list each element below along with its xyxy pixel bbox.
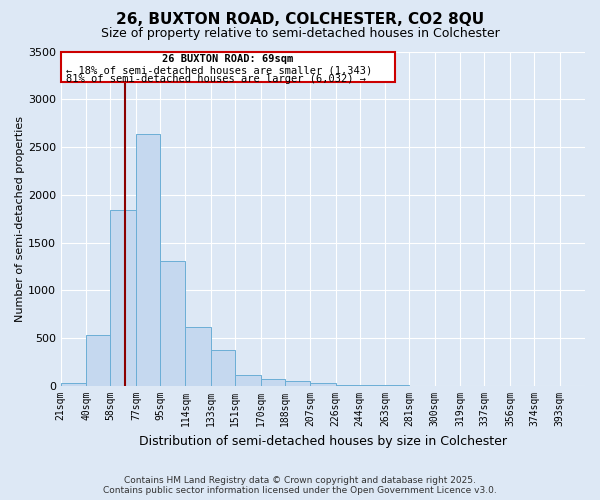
X-axis label: Distribution of semi-detached houses by size in Colchester: Distribution of semi-detached houses by … — [139, 434, 507, 448]
Bar — [360, 385, 385, 386]
Bar — [185, 327, 211, 386]
Bar — [211, 350, 235, 386]
Text: Contains HM Land Registry data © Crown copyright and database right 2025.
Contai: Contains HM Land Registry data © Crown c… — [103, 476, 497, 495]
Bar — [86, 336, 110, 386]
Bar — [235, 374, 260, 386]
FancyBboxPatch shape — [61, 52, 395, 82]
Bar — [160, 261, 185, 386]
Bar — [310, 383, 335, 386]
Bar — [335, 384, 360, 386]
Text: ← 18% of semi-detached houses are smaller (1,343): ← 18% of semi-detached houses are smalle… — [66, 66, 373, 76]
Bar — [136, 134, 160, 386]
Text: 81% of semi-detached houses are larger (6,032) →: 81% of semi-detached houses are larger (… — [66, 74, 366, 84]
Bar — [284, 382, 310, 386]
Text: Size of property relative to semi-detached houses in Colchester: Size of property relative to semi-detach… — [101, 28, 499, 40]
Text: 26, BUXTON ROAD, COLCHESTER, CO2 8QU: 26, BUXTON ROAD, COLCHESTER, CO2 8QU — [116, 12, 484, 28]
Bar — [61, 383, 86, 386]
Bar — [110, 210, 136, 386]
Y-axis label: Number of semi-detached properties: Number of semi-detached properties — [15, 116, 25, 322]
Bar — [260, 380, 284, 386]
Text: 26 BUXTON ROAD: 69sqm: 26 BUXTON ROAD: 69sqm — [162, 54, 293, 64]
